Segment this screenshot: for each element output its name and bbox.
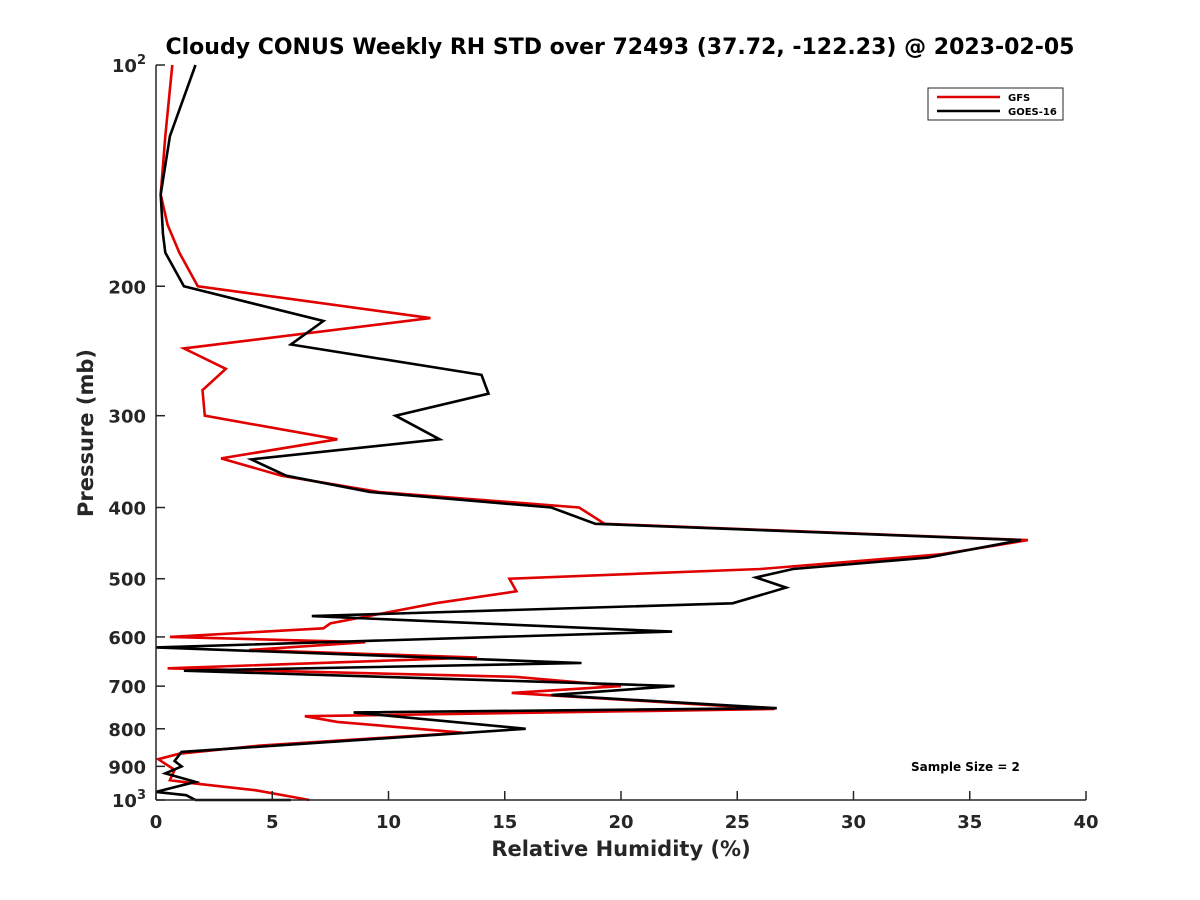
y-tick-label: 102: [112, 53, 146, 77]
chart-title: Cloudy CONUS Weekly RH STD over 72493 (3…: [166, 35, 1075, 60]
legend-label-gfs: GFS: [1008, 93, 1030, 104]
legend: GFS GOES-16: [927, 87, 1064, 121]
y-tick-label: 700: [108, 677, 146, 698]
y-tick-label: 600: [108, 628, 146, 649]
x-tick-label: 25: [725, 812, 750, 833]
x-tick-label: 15: [492, 812, 517, 833]
y-axis-label: Pressure (mb): [74, 349, 98, 517]
series-line-goes16: [155, 64, 1022, 802]
y-tick-label: 400: [108, 499, 146, 520]
x-ticks: 0 5 10 15 20 25 30 35 40: [150, 791, 1099, 833]
series-layer: [155, 64, 1029, 802]
x-tick-label: 20: [608, 812, 633, 833]
x-axis-label: Relative Humidity (%): [491, 837, 750, 861]
sample-size-annotation: Sample Size = 2: [911, 760, 1020, 774]
y-tick-label: 900: [108, 757, 146, 778]
x-tick-label: 0: [150, 812, 163, 833]
x-tick-label: 40: [1073, 812, 1098, 833]
x-tick-label: 30: [841, 812, 866, 833]
legend-box: [927, 87, 1064, 121]
y-ticks: 102 200 300 400 500 600 700 800 900 103: [108, 53, 165, 812]
y-tick-label: 800: [108, 720, 146, 741]
y-tick-label: 103: [112, 788, 146, 812]
x-tick-label: 5: [266, 812, 279, 833]
y-tick-label: 300: [108, 407, 146, 428]
x-tick-label: 35: [957, 812, 982, 833]
y-tick-label: 500: [108, 570, 146, 591]
x-tick-label: 10: [376, 812, 401, 833]
legend-label-goes16: GOES-16: [1008, 107, 1057, 118]
y-tick-label: 200: [108, 277, 146, 298]
